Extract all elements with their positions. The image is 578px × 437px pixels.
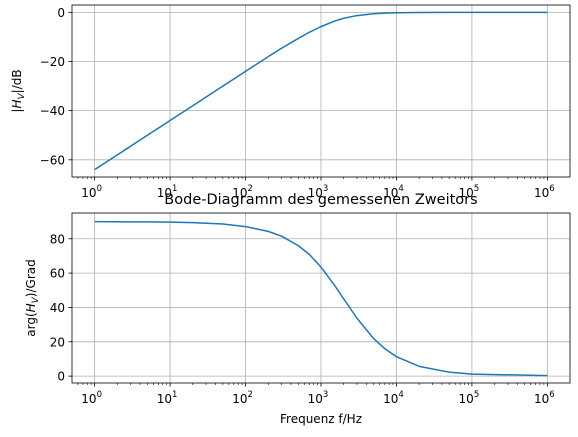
phase-subplot: 100 101 102 103 104 105 106 0 20 40 60 80 arg(HV)/…: [24, 212, 571, 426]
ylabel-part-d: )/Grad: [24, 259, 38, 297]
phase-curve-group: [94, 220, 548, 377]
phase-x-axis-label: Frequenz f/Hz: [280, 412, 362, 426]
magnitude-curve-group: [94, 11, 548, 171]
y-tick-label: 20: [50, 335, 65, 349]
x-tick-label: 104: [383, 184, 404, 200]
magnitude-y-ticks: 0 −20 −40 −60: [40, 6, 72, 167]
ylabel-part-d: |/dB: [10, 69, 24, 93]
ylabel-part-b: H: [10, 100, 24, 109]
x-tick-label: 102: [232, 184, 253, 200]
y-tick-label: −20: [40, 55, 65, 69]
ylabel-part-c: V: [31, 296, 41, 303]
magnitude-grid: [72, 5, 570, 177]
phase-y-ticks: 0 20 40 60 80: [50, 232, 72, 384]
x-tick-label: 103: [308, 390, 329, 406]
y-tick-label: −60: [40, 153, 65, 167]
ylabel-part-a: |: [10, 109, 24, 113]
y-tick-label: 0: [57, 6, 65, 20]
phase-x-ticks: 100 101 102 103 104 105 106: [77, 383, 555, 406]
chart-title: Bode-Diagramm des gemessenen Zweitors: [164, 192, 477, 208]
magnitude-y-axis-label: |HV|/dB: [10, 69, 27, 112]
x-tick-label: 105: [459, 184, 480, 200]
phase-curve: [94, 220, 548, 377]
ylabel-part-b: H: [24, 303, 38, 312]
magnitude-x-ticks: 100 101 102 103 104 105 106: [77, 177, 555, 200]
y-tick-label: 0: [57, 370, 65, 384]
ylabel-part-c: V: [17, 93, 27, 100]
magnitude-curve: [94, 11, 548, 171]
magnitude-subplot: 100 101 102 103 104 105 106 0 −20 −40 −60 |HV|/dB: [10, 4, 571, 200]
x-tick-label: 100: [81, 184, 102, 200]
x-tick-label: 103: [308, 184, 329, 200]
phase-y-axis-label: arg(HV)/Grad: [24, 259, 41, 337]
x-tick-label: 100: [81, 390, 102, 406]
x-tick-label: 106: [534, 184, 555, 200]
x-tick-label: 105: [459, 390, 480, 406]
x-tick-label: 101: [157, 390, 178, 406]
y-tick-label: 60: [50, 267, 65, 281]
y-tick-label: 80: [50, 232, 65, 246]
x-tick-label: 102: [232, 390, 253, 406]
y-tick-label: −40: [40, 104, 65, 118]
phase-grid: [72, 213, 570, 383]
x-tick-label: 106: [534, 390, 555, 406]
x-tick-label: 101: [157, 184, 178, 200]
y-tick-label: 40: [50, 301, 65, 315]
x-tick-label: 104: [383, 390, 404, 406]
ylabel-part-a: arg(: [24, 312, 38, 336]
